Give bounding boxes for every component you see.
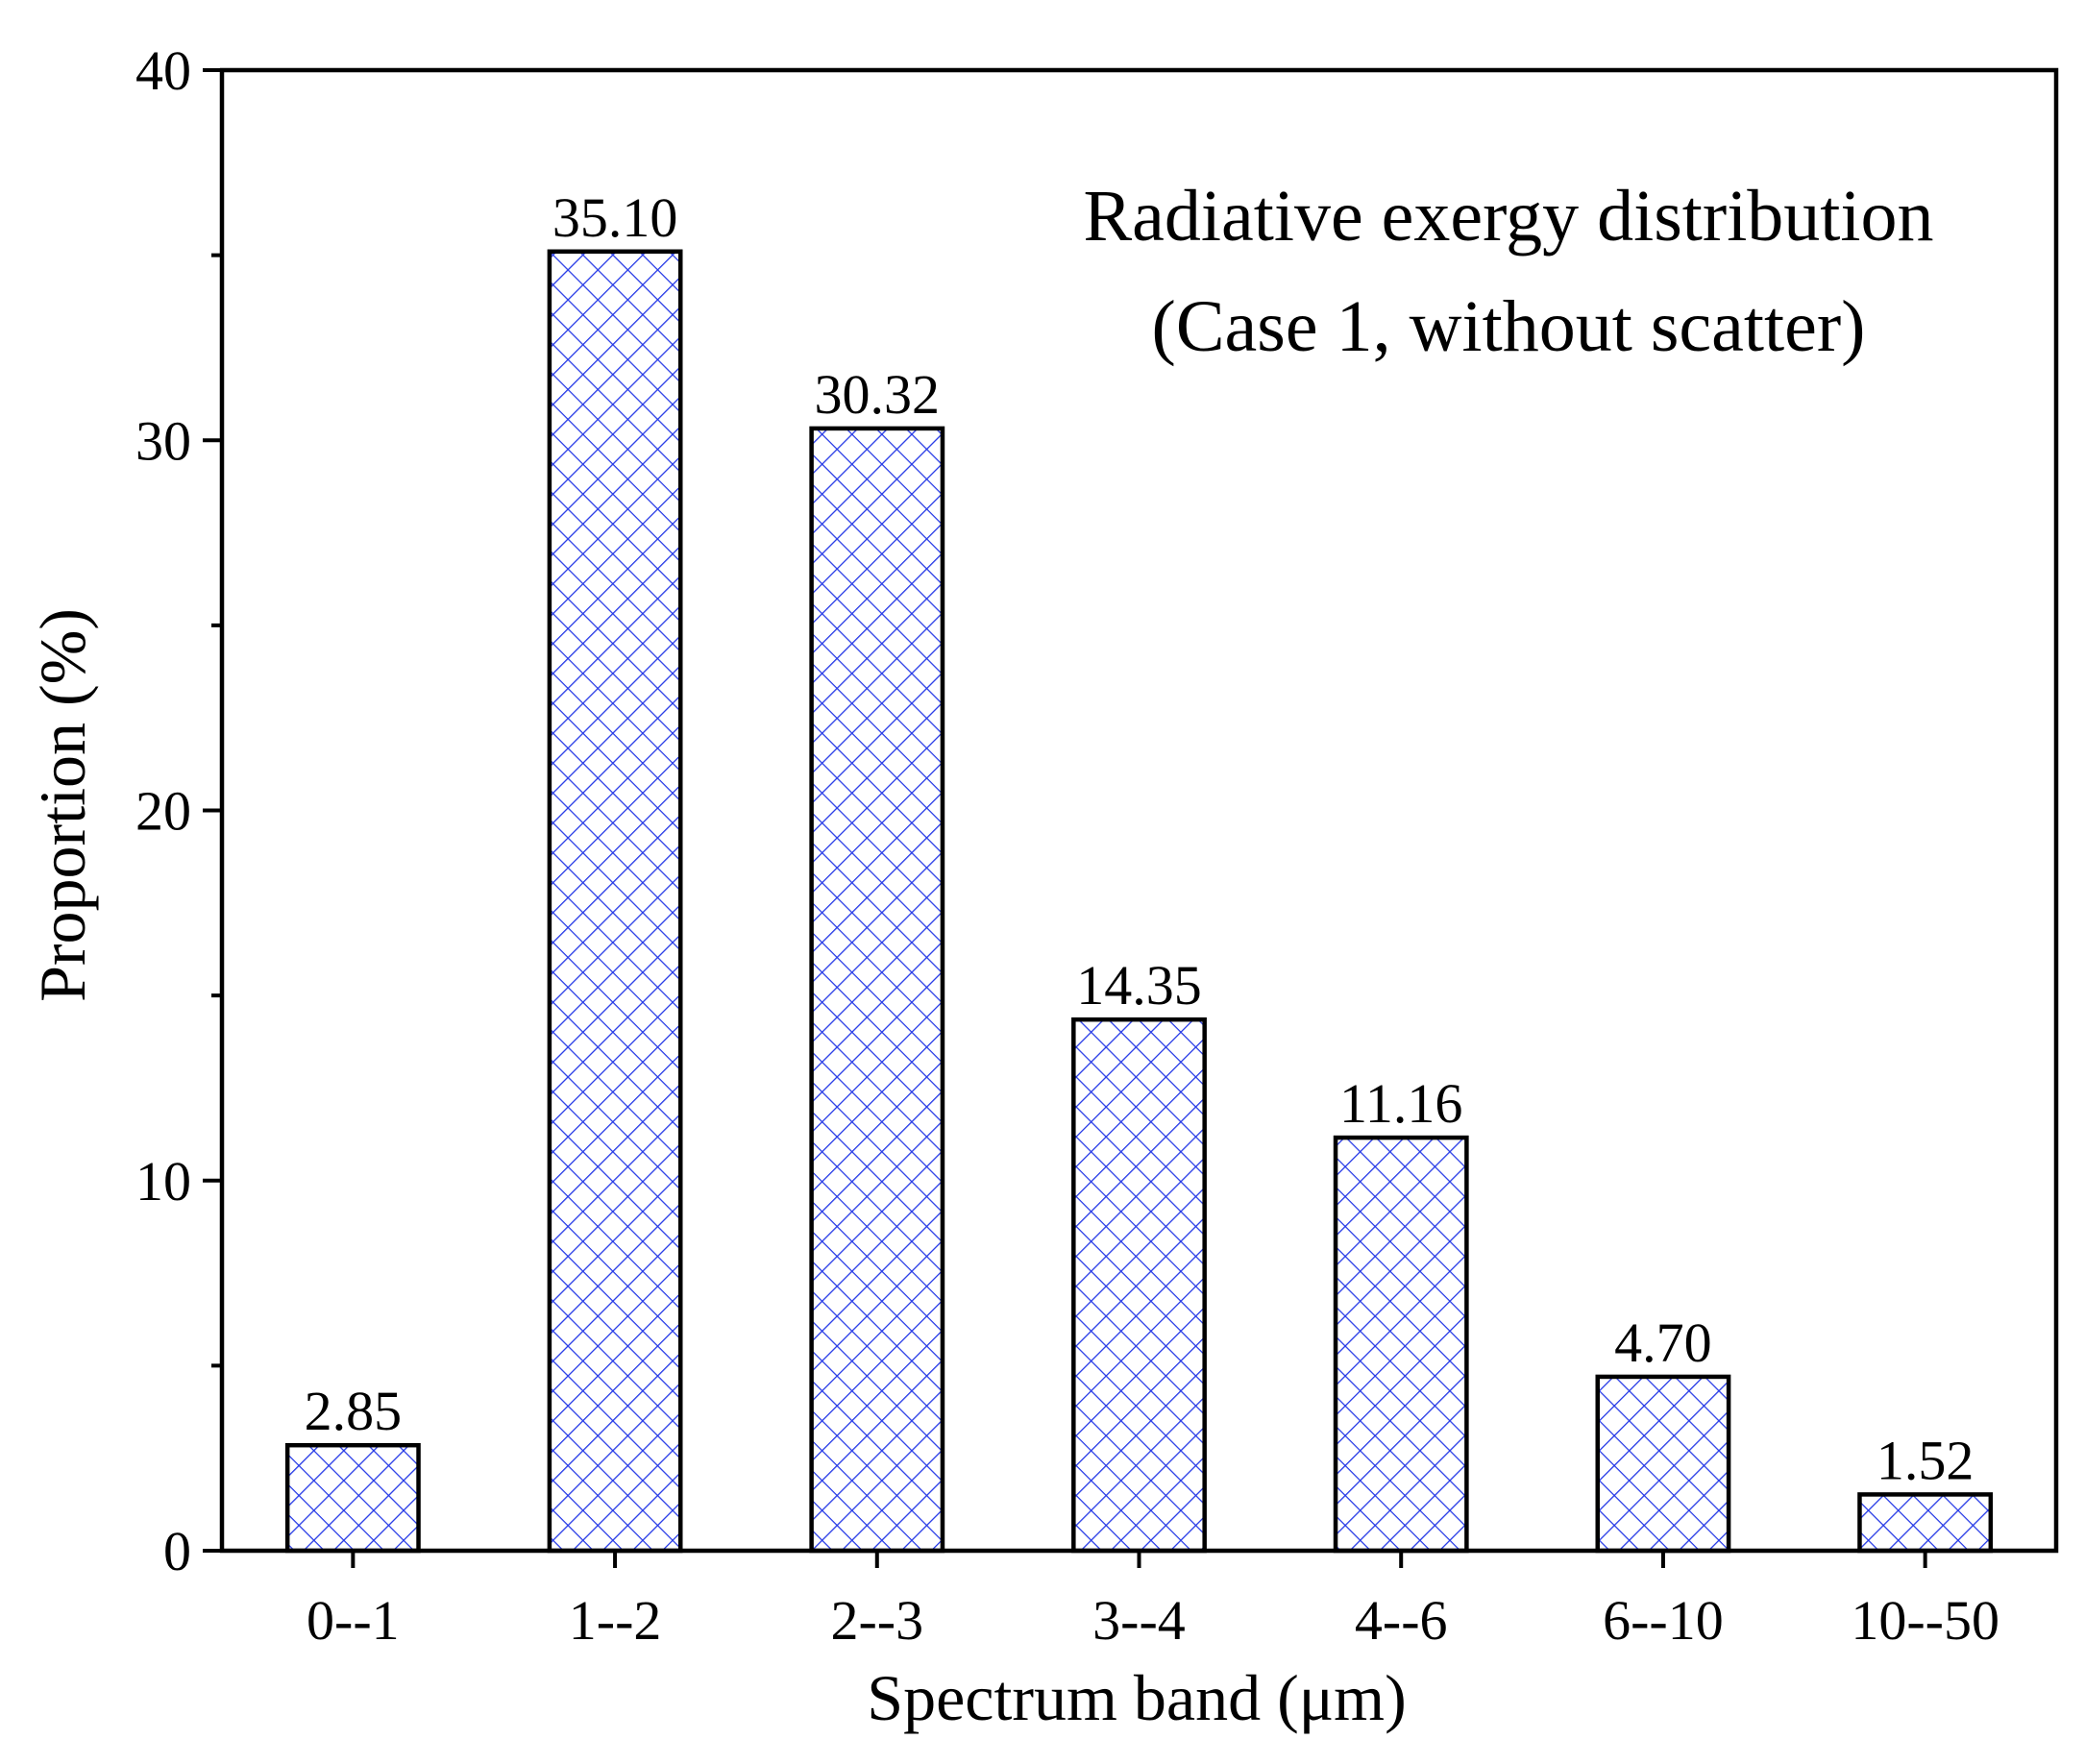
y-tick-label: 40	[135, 39, 191, 102]
data-label: 14.35	[1076, 954, 1202, 1017]
bar-0-1	[284, 1442, 421, 1554]
y-tick-label: 10	[135, 1150, 191, 1213]
bars-layer	[284, 249, 1994, 1554]
axes-layer: 0--1 1--2 2--3 3--4 4--6 6--10 10--50 0 10 20 30 40	[135, 39, 2059, 1652]
x-tick-label: 0--1	[307, 1589, 400, 1652]
x-tick-label: 6--10	[1603, 1589, 1724, 1652]
bar-6-10	[1595, 1374, 1731, 1554]
data-label: 35.10	[552, 186, 678, 249]
bar-10-50	[1857, 1492, 1994, 1554]
y-tick-label: 30	[135, 409, 191, 472]
data-label: 1.52	[1876, 1429, 1975, 1491]
data-label: 2.85	[305, 1380, 403, 1442]
y-tick-label: 0	[163, 1520, 191, 1582]
x-tick-label: 10--50	[1851, 1589, 1999, 1652]
x-tick-label: 1--2	[569, 1589, 662, 1652]
bar-3-4	[1071, 1017, 1207, 1554]
x-tick-label: 4--6	[1355, 1589, 1448, 1652]
x-tick-label: 3--4	[1092, 1589, 1186, 1652]
x-tick-label: 2--3	[830, 1589, 923, 1652]
y-tick-label: 20	[135, 780, 191, 843]
data-label: 30.32	[815, 363, 941, 426]
bar-1-2	[547, 249, 683, 1554]
data-labels-layer: 2.85 35.10 30.32 14.35 11.16 4.70 1.52	[305, 186, 1975, 1492]
bar-2-3	[809, 426, 945, 1554]
annotation-line-1: Radiative exergy distribution	[1083, 176, 1933, 257]
data-label: 11.16	[1339, 1072, 1462, 1135]
y-axis-title: Proportion (%)	[26, 608, 99, 1002]
annotation-line-2: (Case 1, without scatter)	[1152, 286, 1866, 367]
bar-4-6	[1333, 1135, 1469, 1554]
x-axis-title: Spectrum band (μm)	[867, 1661, 1406, 1734]
data-label: 4.70	[1614, 1311, 1712, 1374]
